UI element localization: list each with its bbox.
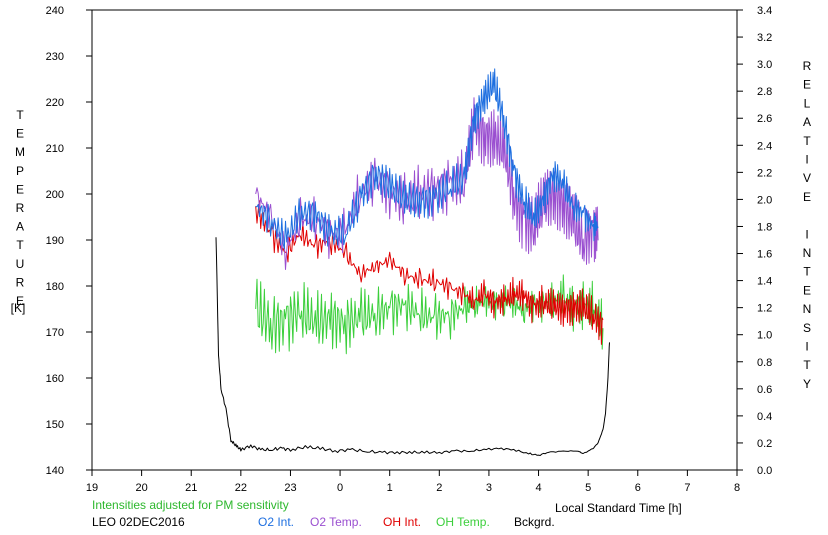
x-axis-label: Local Standard Time [h] <box>555 501 682 515</box>
y-right-tick-label: 2.2 <box>757 167 772 179</box>
x-tick-label: 7 <box>684 482 690 494</box>
y-left-tick-label: 160 <box>46 373 64 385</box>
y-right-tick-label: 1.4 <box>757 276 772 288</box>
y-right-label-letter: T <box>803 265 811 279</box>
x-tick-label: 5 <box>585 482 591 494</box>
y-right-label-letter: R <box>803 59 812 73</box>
y-left-label-letter: M <box>15 145 25 159</box>
legend-oh-int: OH Int. <box>383 515 422 529</box>
y-right-tick-label: 3.0 <box>757 59 772 71</box>
y-left-tick-label: 220 <box>46 97 64 109</box>
x-tick-label: 8 <box>734 482 740 494</box>
y-left-tick-label: 210 <box>46 143 64 155</box>
y-left-tick-label: 150 <box>46 419 64 431</box>
y-left-label-letter: R <box>16 201 25 215</box>
y-right-tick-label: 2.0 <box>757 194 772 206</box>
x-axis-ticks: 19 20 21 22 23 0 1 2 3 4 5 6 7 8 <box>86 470 740 494</box>
y-right-tick-label: 3.4 <box>757 5 772 17</box>
x-tick-label: 1 <box>387 482 393 494</box>
y-left-tick-label: 200 <box>46 189 64 201</box>
y-left-label-letter: T <box>16 238 24 252</box>
y-right-label-letter: I <box>805 227 808 241</box>
legend-background: Bckgrd. <box>514 515 555 529</box>
y-left-label-letter: T <box>16 108 24 122</box>
x-tick-label: 23 <box>284 482 296 494</box>
y-left-tick-label: 180 <box>46 281 64 293</box>
series-o2-int-line <box>255 68 599 250</box>
y-right-tick-label: 1.0 <box>757 330 772 342</box>
y-right-label-letter: L <box>804 96 811 110</box>
y-right-tick-label: 1.6 <box>757 249 772 261</box>
y-right-tick-label: 0.6 <box>757 384 772 396</box>
x-tick-label: 6 <box>635 482 641 494</box>
x-tick-label: 21 <box>185 482 197 494</box>
x-tick-label: 19 <box>86 482 98 494</box>
series-layer <box>215 68 610 456</box>
x-tick-label: 3 <box>486 482 492 494</box>
y-right-tick-label: 2.6 <box>757 113 772 125</box>
y-right-label-letter: I <box>805 340 808 354</box>
y-right-tick-label: 0.0 <box>757 465 772 477</box>
y-left-axis-ticks: 140 150 160 170 180 190 200 210 220 230 240 <box>46 5 92 477</box>
y-left-label-letter: E <box>16 182 24 196</box>
y-left-tick-label: 140 <box>46 465 64 477</box>
plot-frame <box>91 9 738 471</box>
y-right-label-letter: Y <box>803 377 811 391</box>
y-right-label-letter: I <box>805 153 808 167</box>
y-left-label-letter: E <box>16 127 24 141</box>
y-right-label-letter: A <box>803 115 811 129</box>
series-o2-temp-line <box>255 97 599 270</box>
y-right-label-letter: S <box>803 321 811 335</box>
y-left-tick-label: 240 <box>46 5 64 17</box>
x-tick-label: 22 <box>235 482 247 494</box>
y-right-tick-label: 1.8 <box>757 221 772 233</box>
x-tick-label: 20 <box>135 482 147 494</box>
station-date-label: LEO 02DEC2016 <box>92 515 185 529</box>
y-right-tick-label: 2.4 <box>757 140 772 152</box>
y-right-label-letter: E <box>803 283 811 297</box>
y-left-label-letter: R <box>16 275 25 289</box>
series-bckgrd-line <box>215 237 610 456</box>
y-left-tick-label: 230 <box>46 51 64 63</box>
legend-o2-int: O2 Int. <box>258 515 295 529</box>
x-tick-label: 2 <box>436 482 442 494</box>
y-right-label-letter: T <box>803 134 811 148</box>
y-right-tick-label: 3.2 <box>757 32 772 44</box>
x-tick-label: 0 <box>337 482 343 494</box>
y-right-tick-label: 2.8 <box>757 86 772 98</box>
y-right-label-letter: E <box>803 190 811 204</box>
y-right-tick-label: 0.8 <box>757 357 772 369</box>
y-left-tick-label: 170 <box>46 327 64 339</box>
y-right-axis-ticks: 0.0 0.2 0.4 0.6 0.8 1.0 1.2 1.4 1.6 1.8 2.0 2.2 2.4 2… <box>737 5 772 477</box>
y-left-label-letter: A <box>16 220 24 234</box>
y-right-tick-label: 0.2 <box>757 438 772 450</box>
legend-o2-temp: O2 Temp. <box>310 515 362 529</box>
y-right-label-letter: N <box>803 302 812 316</box>
y-right-tick-label: 0.4 <box>757 411 772 423</box>
y-right-label-letter: E <box>803 78 811 92</box>
y-left-tick-label: 190 <box>46 235 64 247</box>
y-left-label-letter: E <box>16 294 24 308</box>
y-right-label-letter: N <box>803 246 812 260</box>
legend-oh-temp: OH Temp. <box>436 515 490 529</box>
y-left-label-letter: U <box>16 257 25 271</box>
y-left-label-letter: P <box>16 164 24 178</box>
sensitivity-note: Intensities adjusted for PM sensitivity <box>92 498 289 512</box>
y-right-label-letter: T <box>803 358 811 372</box>
y-right-label-letter: V <box>803 171 811 185</box>
series-oh-temp-line <box>255 274 604 355</box>
y-right-tick-label: 1.2 <box>757 303 772 315</box>
y-left-axis-unit: [K] <box>11 301 26 315</box>
x-tick-label: 4 <box>535 482 541 494</box>
